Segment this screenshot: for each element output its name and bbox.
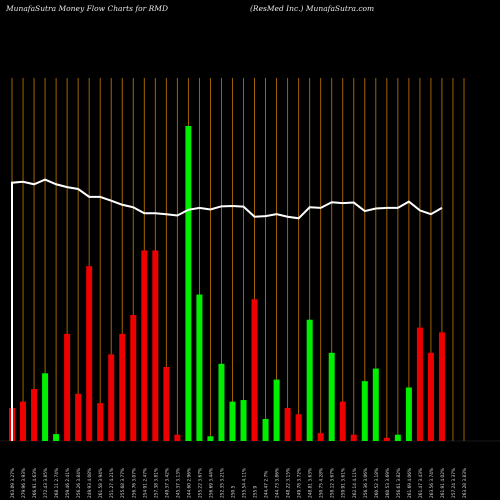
chart-header-left: MunafaSutra Money Flow Charts for RMD: [6, 4, 168, 13]
x-tick-label: 260.53 3.69%: [385, 468, 391, 498]
flow-bar: [328, 352, 335, 441]
x-tick-label: 256.26 3.84%: [76, 468, 82, 498]
x-tick-label: 261.58 3.94%: [98, 468, 104, 498]
x-tick-label: 261.69 4.06%: [407, 468, 413, 498]
gridlines: [0, 78, 500, 442]
x-tick-label: 248.22 3.15%: [286, 468, 292, 498]
flow-bar: [229, 401, 236, 441]
x-tick-label: 249.37 3.42%: [164, 468, 170, 498]
x-tick-labels: 263.09 3.27% 279.96 3.93% 266.91 4.63% 272.…: [10, 468, 468, 498]
x-tick-label: 255.22 3.67%: [197, 468, 203, 498]
flow-bar: [196, 294, 203, 441]
flow-bar: [218, 363, 225, 441]
x-tick-label: 256.76 3.07%: [131, 468, 137, 498]
x-tick-label: 249.93 4.08%: [87, 468, 93, 498]
x-tick-label: 255.68 3.77%: [120, 468, 126, 498]
flow-bar: [372, 368, 379, 441]
x-tick-label: 244.73 3.86%: [275, 468, 281, 498]
flow-bar: [240, 400, 247, 441]
x-tick-label: 258.12 3.67%: [330, 468, 336, 498]
flow-bar: [405, 387, 412, 441]
x-tick-label: 257.38 3.81%: [153, 468, 159, 498]
flow-bar: [394, 434, 401, 441]
flow-bar: [317, 433, 324, 441]
x-tick-label: 263.56 3.74%: [429, 468, 435, 498]
flow-bar: [273, 379, 280, 441]
flow-bar: [119, 333, 126, 441]
x-tick-label: 266.91 4.63%: [32, 468, 38, 498]
price-line: [11, 178, 443, 441]
x-tick-label: 248.81 3.63%: [308, 468, 314, 498]
x-tick-label: 252.35 3.21%: [219, 468, 225, 498]
flow-bar: [141, 250, 148, 441]
flow-bar: [284, 407, 291, 441]
flow-bar: [306, 319, 313, 441]
x-tick-label: 251.27 4.21%: [109, 468, 115, 498]
flow-bar: [97, 403, 104, 441]
x-tick-label: 263.09 3.27%: [10, 468, 16, 498]
flow-bar: [108, 354, 115, 441]
flow-bar: [152, 250, 159, 441]
flow-bar: [185, 126, 192, 441]
x-tick-label: 256.61 3.82%: [396, 468, 402, 498]
flow-bar: [75, 393, 82, 441]
flow-bar: [295, 414, 302, 441]
flow-bar: [251, 299, 258, 441]
x-tick-label: 259.91 3.61%: [341, 468, 347, 498]
flow-bars: [9, 126, 445, 441]
x-tick-label: 272.43 3.85%: [43, 468, 49, 498]
flow-bar: [42, 373, 49, 441]
x-tick-label: 279.96 3.93%: [21, 468, 27, 498]
chart-header-right: (ResMed Inc.) MunafaSutra.com: [250, 4, 375, 13]
flow-bar: [53, 434, 60, 441]
x-tick-label: 256.36 3.06%: [363, 468, 369, 498]
flow-bar: [350, 434, 357, 441]
x-tick-label: 250.5: [230, 485, 236, 498]
x-tick-label: 245.37 3.13%: [175, 468, 181, 498]
x-tick-label: 255.54 4.11%: [242, 468, 248, 498]
flow-bar: [163, 366, 170, 441]
x-tick-label: 244.60 2.96%: [186, 468, 192, 498]
flow-bar: [438, 332, 445, 441]
x-tick-label: 261.91 4.02%: [440, 468, 446, 498]
flow-bar: [31, 389, 38, 441]
flow-bar: [339, 401, 346, 441]
x-tick-label: 260.52 3.18%: [374, 468, 380, 498]
x-tick-label: 268.11 2.74%: [54, 468, 60, 498]
x-tick-label: 250.75 4.28%: [319, 468, 325, 498]
flow-bar: [174, 434, 181, 441]
x-tick-label: 263.28 3.83%: [462, 468, 468, 498]
flow-bar: [361, 381, 368, 441]
x-tick-label: 254.91 2.47%: [142, 468, 148, 498]
flow-bar: [416, 327, 423, 441]
flow-bar: [383, 437, 390, 441]
x-tick-label: 244.47 2.7%: [264, 471, 270, 498]
x-tick-label: 259.46 2.41%: [65, 468, 71, 498]
x-tick-label: 256.69 3.44%: [208, 468, 214, 498]
x-tick-label: 249.78 3.72%: [297, 468, 303, 498]
flow-bar: [86, 266, 93, 441]
flow-bar: [64, 333, 71, 441]
flow-bar: [262, 418, 269, 441]
x-tick-label: 261.47 3.43%: [418, 468, 424, 498]
flow-bar: [207, 436, 214, 441]
flow-bar: [427, 352, 434, 441]
x-tick-label: 262.14 4.11%: [352, 468, 358, 498]
x-tick-label: 257.24 3.37%: [451, 468, 457, 498]
flow-bar: [130, 315, 137, 441]
flow-bar: [20, 401, 27, 441]
x-tick-label: 255.9: [253, 485, 259, 498]
